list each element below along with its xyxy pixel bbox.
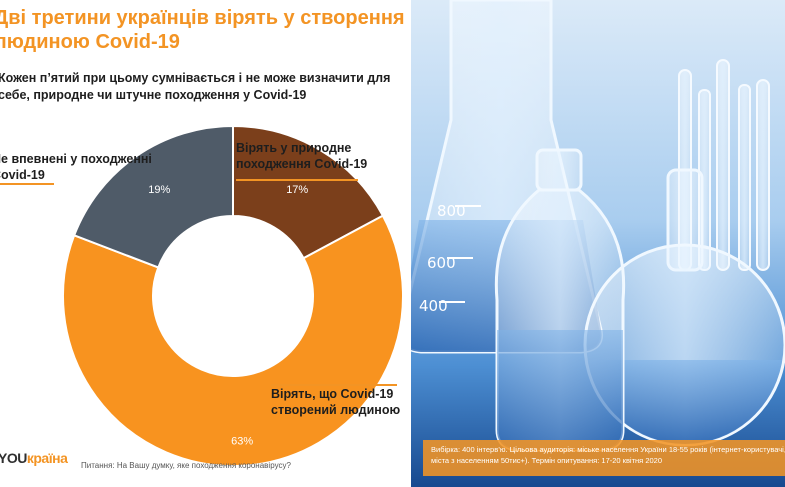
footnote-text: Вибірка: 400 інтерв’ю. Цільова аудиторія…	[431, 445, 785, 465]
slice-natural-origin-value-label: 17%	[286, 184, 308, 196]
brand-logo-country: країна	[26, 450, 68, 466]
slice-unsure-value-label: 19%	[148, 184, 170, 196]
slice-human-created-value-label: 63%	[231, 436, 253, 448]
callout-natural-origin: Вірять у природне походження Covid-19	[236, 141, 368, 171]
callout-human-created: Вірять, що Covid-19 створений людиною	[271, 387, 401, 417]
slice-unsure	[72, 124, 234, 269]
leader-line-natural	[236, 179, 358, 181]
flask-mark-600: 600	[427, 254, 456, 272]
panel-divider	[407, 0, 411, 487]
leader-line-unsure	[0, 183, 54, 185]
page-title: Дві третини українців вірять у створення…	[0, 7, 405, 53]
flask-mark-800: 800	[437, 202, 466, 220]
donut-slices	[62, 124, 404, 467]
slice-human-created	[62, 214, 404, 467]
donut-chart: 17% 63% 19%	[62, 124, 404, 467]
leader-line-created	[271, 384, 397, 386]
survey-question: Питання: На Вашу думку, яке походження к…	[81, 461, 291, 470]
donut-slice-labels: 17% 63% 19%	[148, 184, 308, 448]
infographic-panel: Дві третини українців вірять у створення…	[0, 7, 405, 470]
flask-mark-400: 400	[419, 297, 448, 315]
slice-natural-origin	[232, 124, 385, 260]
bottle	[494, 148, 626, 452]
callout-unsure-origin: Не впевнені у походженні Covid-19	[0, 152, 152, 182]
lab-glassware-illustration: 800 600 400	[411, 0, 785, 452]
footnote-banner: Вибірка: 400 інтерв’ю. Цільова аудиторія…	[423, 440, 785, 476]
brand-logo: YOUкраїна	[0, 450, 68, 466]
brand-logo-you: YOU	[0, 450, 27, 466]
lab-glassware-photo: 800 600 400 Вибірка: 400 інтерв’ю. Цільо…	[411, 0, 785, 487]
subtitle: Кожен п’ятий при цьому сумнівається і не…	[0, 71, 391, 102]
